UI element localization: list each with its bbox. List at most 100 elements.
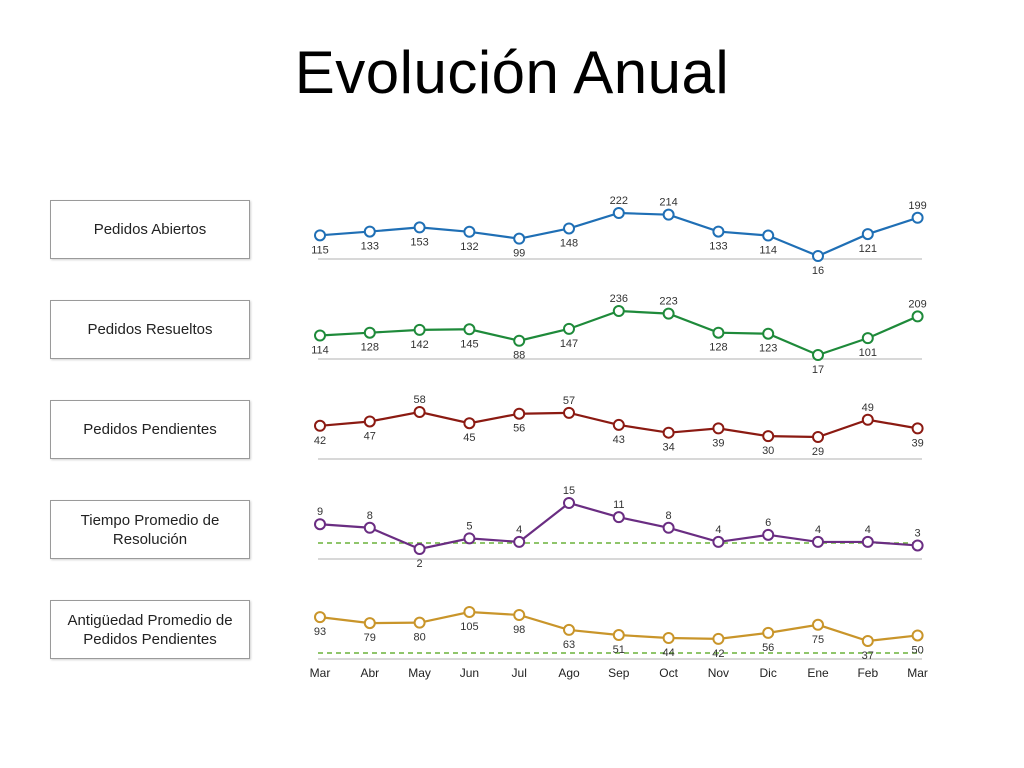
data-point [662, 307, 675, 320]
data-label: 105 [460, 621, 478, 633]
data-label: 79 [364, 632, 376, 644]
data-label: 58 [413, 394, 425, 406]
data-point [762, 229, 775, 242]
data-point [612, 629, 625, 642]
data-label: 2 [417, 558, 423, 570]
data-label: 4 [715, 524, 721, 536]
data-label: 34 [662, 442, 674, 454]
data-label: 8 [666, 510, 672, 522]
data-point [563, 322, 575, 335]
data-point [363, 521, 376, 534]
data-label: 145 [460, 338, 478, 350]
data-point [513, 608, 526, 621]
x-tick-label: Jun [460, 666, 479, 680]
data-label: 80 [413, 632, 425, 644]
data-point [612, 207, 625, 219]
data-label: 9 [317, 506, 323, 518]
series-label-pedidos-abiertos: Pedidos Abiertos [50, 200, 250, 259]
x-tick-label: Sep [608, 666, 630, 680]
data-point [363, 617, 376, 630]
data-point [413, 406, 426, 418]
x-tick-label: Nov [708, 666, 729, 680]
data-point [812, 250, 824, 262]
data-point [911, 539, 924, 552]
data-point [662, 632, 675, 645]
data-point [911, 629, 924, 642]
data-point [861, 535, 874, 548]
data-point [762, 430, 775, 443]
data-point [812, 431, 824, 443]
data-label: 43 [613, 434, 625, 446]
data-point [762, 528, 775, 541]
data-label: 133 [709, 241, 727, 253]
data-point [861, 332, 874, 345]
data-label: 4 [865, 524, 871, 536]
data-point [363, 415, 376, 428]
data-point [513, 407, 526, 420]
data-label: 44 [662, 647, 674, 659]
series-line [319, 211, 918, 258]
data-label: 199 [908, 200, 926, 212]
data-point [762, 626, 775, 639]
data-point [363, 326, 376, 339]
data-label: 50 [911, 644, 923, 656]
data-label: 49 [862, 402, 874, 414]
data-label: 101 [859, 347, 877, 359]
x-tick-label: Abr [360, 666, 379, 680]
data-point [662, 208, 675, 221]
data-label: 29 [812, 446, 824, 458]
data-label: 209 [908, 298, 926, 310]
x-tick-label: Dic [760, 666, 777, 680]
data-point [612, 511, 625, 524]
data-label: 16 [812, 265, 824, 277]
data-label: 214 [659, 197, 677, 209]
x-tick-label: Ene [807, 666, 829, 680]
data-point [314, 611, 326, 624]
data-label: 30 [762, 445, 774, 457]
series-label-pedidos-pendientes: Pedidos Pendientes [50, 400, 250, 459]
data-point [612, 305, 625, 317]
data-label: 142 [410, 339, 428, 351]
data-label: 222 [610, 195, 628, 207]
data-point [314, 229, 326, 242]
data-label: 3 [915, 527, 921, 539]
data-point [861, 413, 874, 426]
data-label: 132 [460, 241, 478, 253]
data-label: 39 [712, 437, 724, 449]
data-point [363, 225, 376, 238]
data-point [812, 349, 824, 361]
data-label: 148 [560, 237, 578, 249]
data-point [413, 221, 426, 234]
data-label: 4 [516, 524, 522, 536]
data-point [662, 521, 675, 534]
data-point [463, 323, 476, 336]
data-label: 37 [862, 650, 874, 662]
data-label: 8 [367, 510, 373, 522]
data-point [513, 334, 526, 347]
page-title: Evolución Anual [294, 39, 730, 106]
data-point [314, 329, 326, 342]
x-tick-label: Mar [907, 666, 928, 680]
data-label: 51 [613, 644, 625, 656]
data-point [463, 606, 476, 618]
data-label: 93 [314, 626, 326, 638]
data-point [812, 618, 824, 631]
data-point [563, 497, 575, 509]
data-label: 128 [709, 342, 727, 354]
data-label: 121 [859, 243, 877, 255]
data-label: 153 [410, 236, 428, 248]
x-tick-label: Oct [659, 666, 678, 680]
data-label: 47 [364, 430, 376, 442]
data-point [861, 228, 874, 241]
data-point [413, 616, 426, 629]
data-label: 42 [314, 435, 326, 447]
data-point [712, 225, 725, 238]
data-label: 88 [513, 350, 525, 362]
data-point [712, 326, 725, 339]
data-label: 42 [712, 648, 724, 660]
series-label-antiguedad-promedio: Antigüedad Promedio de Pedidos Pendiente… [50, 600, 250, 659]
data-point [563, 406, 575, 419]
series-label-pedidos-resueltos: Pedidos Resueltos [50, 300, 250, 359]
data-point [563, 222, 575, 235]
